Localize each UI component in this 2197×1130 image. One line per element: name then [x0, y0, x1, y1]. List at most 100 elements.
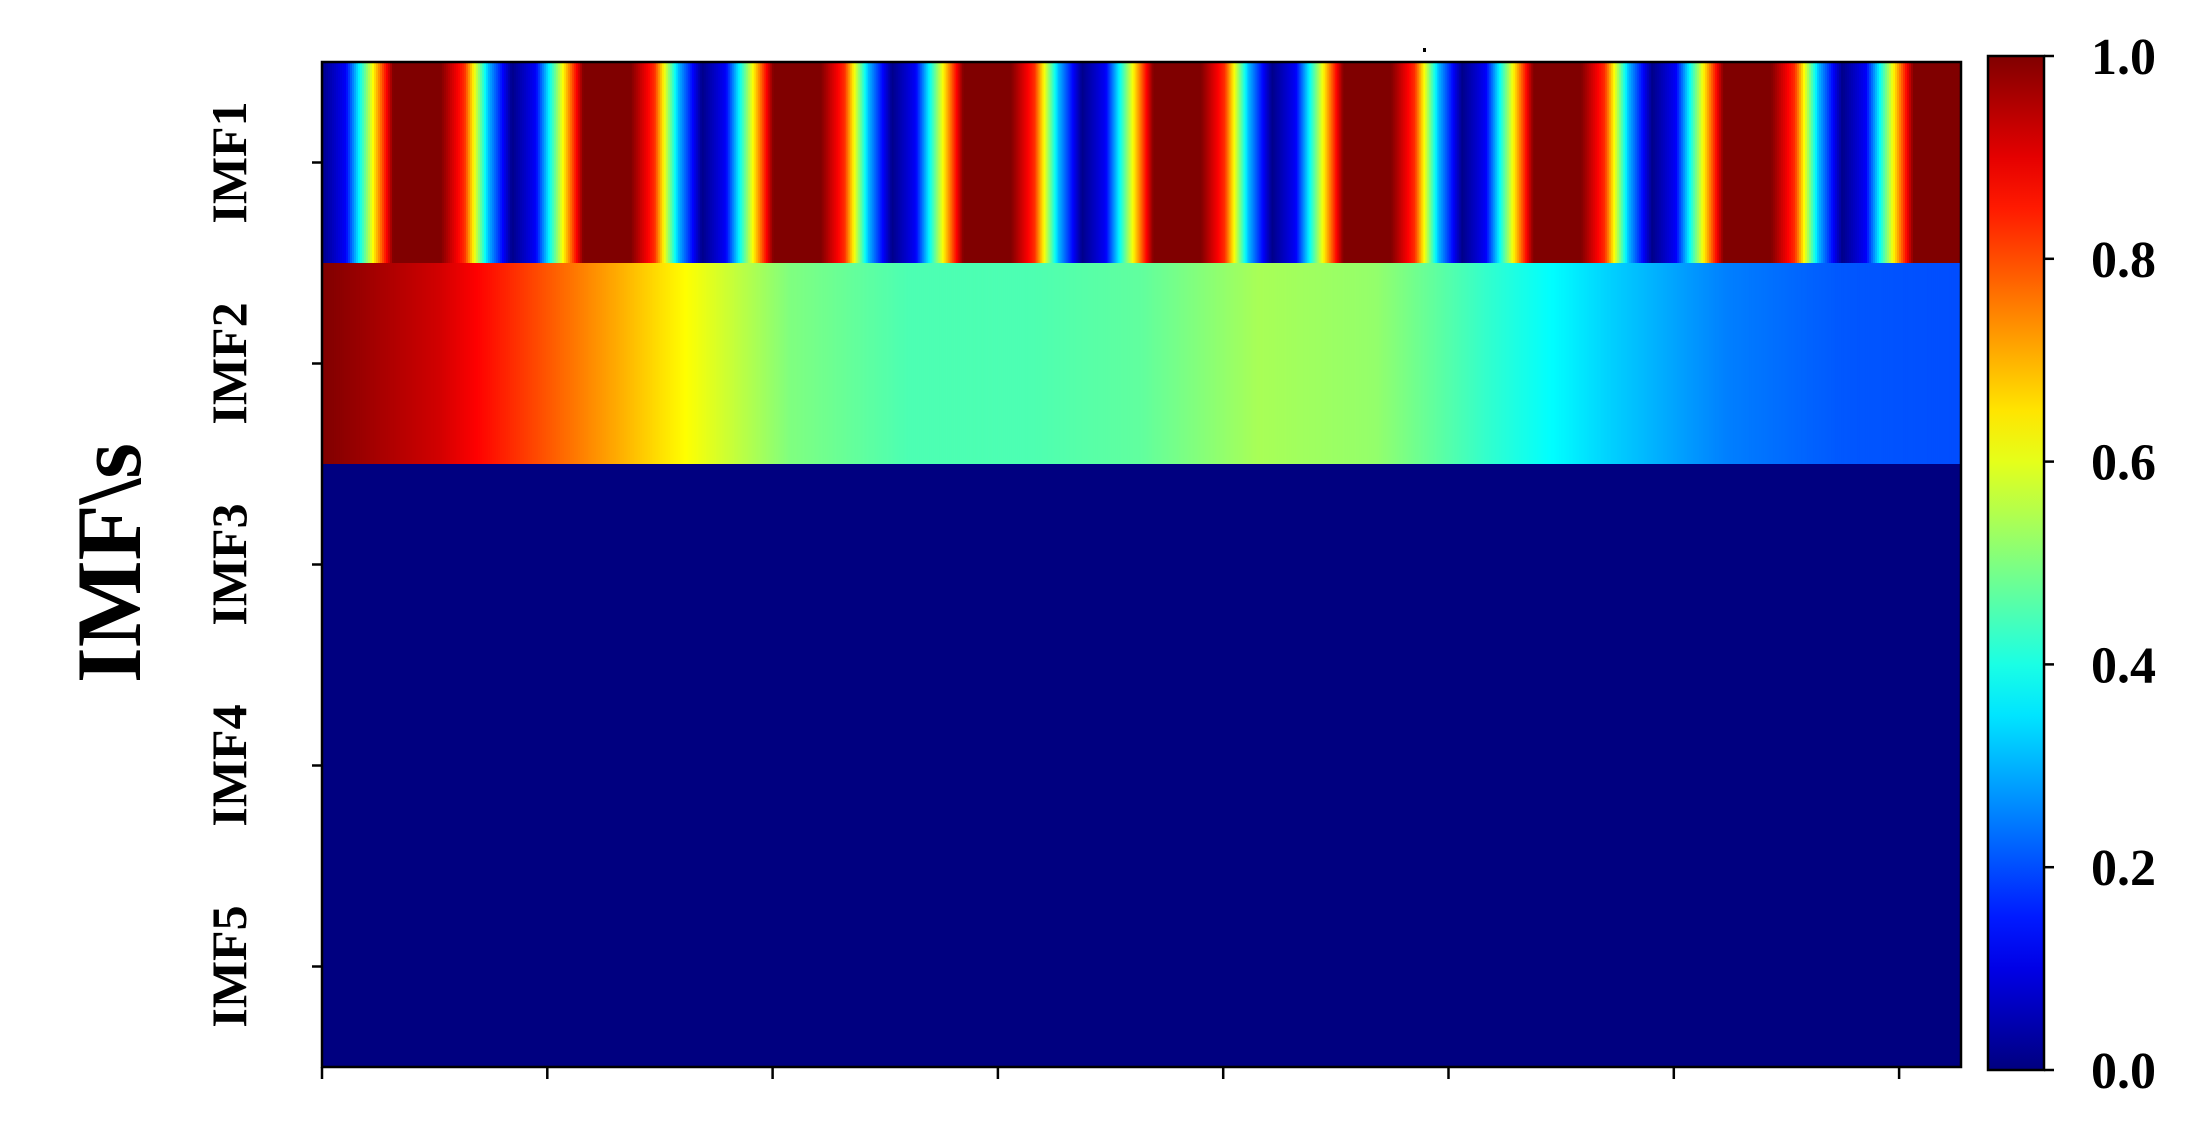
heatmap-cell: [1297, 263, 1301, 465]
heatmap-cell: [1815, 62, 1818, 264]
heatmap-cell: [329, 62, 333, 264]
heatmap-cell: [669, 62, 673, 264]
heatmap-cell: [1193, 62, 1197, 264]
heatmap-cell: [629, 62, 633, 264]
heatmap-cell: [369, 62, 373, 264]
heatmap-cell: [687, 62, 691, 264]
heatmap-cell: [1243, 62, 1247, 264]
heatmap-cell: [413, 263, 417, 465]
heatmap-cell: [1737, 263, 1740, 465]
heatmap-cell: [1265, 62, 1269, 264]
colorbar-tick-label: 0.0: [2091, 1043, 2156, 1100]
heatmap-cell: [1441, 62, 1444, 264]
heatmap-cell: [1703, 263, 1706, 465]
heatmap-cell: [719, 263, 723, 465]
heatmap-cell: [433, 62, 437, 264]
heatmap-cell: [1695, 62, 1698, 264]
heatmap-cell: [455, 62, 459, 264]
heatmap-cell: [1625, 62, 1628, 264]
heatmap-cell: [509, 263, 513, 465]
heatmap-cell: [985, 263, 989, 465]
heatmap-cell: [1693, 263, 1696, 465]
heatmap-cell: [803, 62, 807, 264]
heatmap-cell: [575, 263, 579, 465]
heatmap-cell: [1323, 263, 1326, 465]
heatmap-cell: [1705, 263, 1708, 465]
heatmap-cell: [811, 263, 815, 465]
heatmap-cell: [929, 263, 933, 465]
heatmap-cell: [1021, 62, 1025, 264]
heatmap-cell: [1891, 263, 1894, 465]
heatmap-cell: [877, 62, 881, 264]
heatmap-cell: [567, 62, 571, 264]
heatmap-cell: [1041, 62, 1045, 264]
heatmap-cell: [1167, 62, 1171, 264]
heatmap-cell: [1045, 62, 1049, 264]
heatmap-cell: [1239, 263, 1243, 465]
heatmap-cell: [1149, 62, 1153, 264]
heatmap-cell: [1271, 62, 1275, 264]
heatmap-cell: [341, 62, 345, 264]
heatmap-cell: [1153, 263, 1157, 465]
heatmap-cell: [1203, 62, 1207, 264]
heatmap-cell: [397, 263, 401, 465]
heatmap-cell: [1165, 263, 1169, 465]
heatmap-cell: [1805, 263, 1808, 465]
heatmap-cell: [1175, 62, 1179, 264]
heatmap-cell: [1353, 62, 1356, 264]
heatmap-cell: [621, 62, 625, 264]
row-label: IMF3: [201, 503, 257, 625]
heatmap-cell: [1135, 62, 1139, 264]
heatmap-cell: [1829, 62, 1832, 264]
heatmap-cell: [1813, 62, 1816, 264]
heatmap-cell: [395, 263, 399, 465]
heatmap-cell: [711, 62, 715, 264]
heatmap-cell: [379, 62, 383, 264]
top-dot-mark: [1423, 48, 1426, 52]
heatmap-cell: [1683, 263, 1686, 465]
heatmap-cell: [463, 263, 467, 465]
heatmap-cell: [601, 62, 605, 264]
heatmap-cell: [1687, 62, 1690, 264]
heatmap-cell: [975, 62, 979, 264]
heatmap-cell: [795, 62, 799, 264]
heatmap-cell: [1725, 62, 1728, 264]
heatmap-cell: [1319, 62, 1322, 264]
heatmap-cell: [1825, 62, 1828, 264]
heatmap-cell: [1397, 263, 1400, 465]
heatmap-cell: [1091, 62, 1095, 264]
heatmap-cell: [695, 62, 699, 264]
heatmap-cell: [759, 263, 763, 465]
heatmap-cell: [1083, 263, 1087, 465]
colorbar-tick-label: 0.6: [2091, 435, 2156, 492]
heatmap-cell: [1333, 62, 1336, 264]
heatmap-cell: [437, 62, 441, 264]
heatmap-cell: [709, 263, 713, 465]
heatmap-cell: [391, 263, 395, 465]
heatmap-cell: [1037, 263, 1041, 465]
heatmap-cell: [413, 62, 417, 264]
heatmap-cell: [1269, 263, 1273, 465]
heatmap-cell: [1193, 263, 1197, 465]
heatmap-cell: [645, 62, 649, 264]
heatmap-cell: [1553, 62, 1556, 264]
heatmap-cell: [1419, 62, 1422, 264]
heatmap-cell: [721, 263, 725, 465]
heatmap-cell: [441, 62, 445, 264]
heatmap-cell: [773, 62, 777, 264]
heatmap-cell: [573, 263, 577, 465]
heatmap-cell: [961, 62, 965, 264]
heatmap-cell: [1093, 263, 1097, 465]
heatmap-cell: [669, 263, 673, 465]
heatmap-cell: [1019, 62, 1023, 264]
heatmap-cell: [525, 263, 529, 465]
heatmap-cell: [1709, 62, 1712, 264]
heatmap-cell: [771, 62, 775, 264]
heatmap-cell: [1451, 263, 1454, 465]
heatmap-cell: [1117, 263, 1121, 465]
heatmap-cell: [1599, 62, 1602, 264]
heatmap-cell: [1915, 62, 1918, 264]
heatmap-cell: [583, 263, 587, 465]
heatmap-cell: [355, 263, 359, 465]
heatmap-cell: [1171, 62, 1175, 264]
